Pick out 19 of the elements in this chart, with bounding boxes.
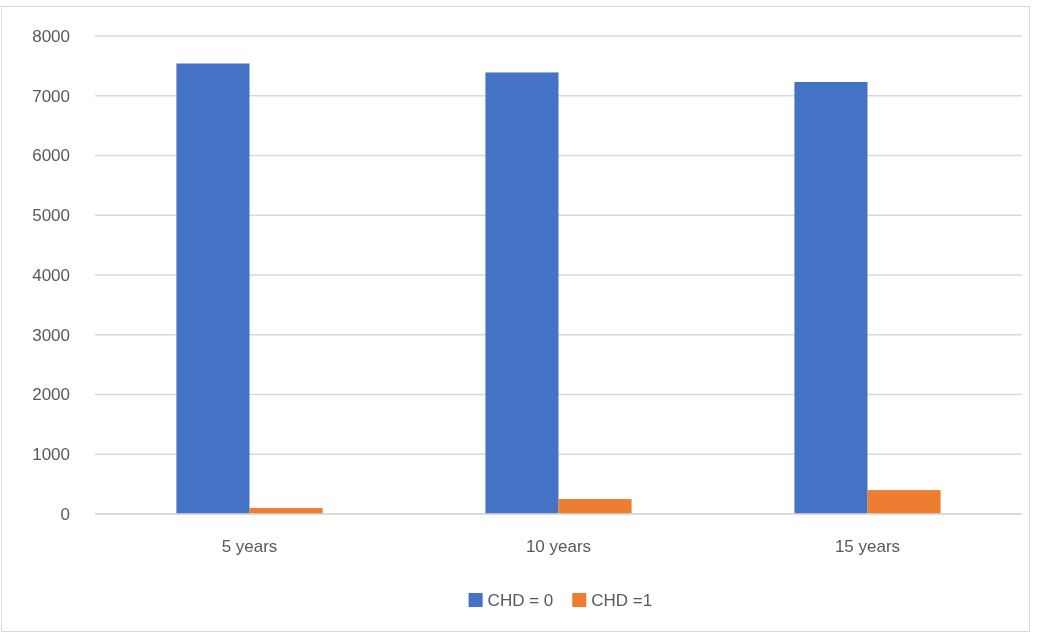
y-tick-label: 6000 xyxy=(32,146,70,166)
y-tick-label: 0 xyxy=(60,504,70,524)
x-tick-label: 15 years xyxy=(834,536,901,556)
y-tick-label: 1000 xyxy=(32,445,70,465)
y-tick-label: 2000 xyxy=(32,385,70,405)
y-tick-label: 3000 xyxy=(32,325,70,345)
legend-label: CHD =1 xyxy=(591,590,653,610)
x-tick-label: 5 years xyxy=(221,536,278,556)
bar xyxy=(558,499,632,514)
y-tick-label: 5000 xyxy=(32,206,70,226)
bar xyxy=(485,72,559,514)
y-tick-label: 7000 xyxy=(32,86,70,106)
x-tick-label: 10 years xyxy=(525,536,592,556)
y-tick-label: 4000 xyxy=(32,265,70,285)
y-tick-label: 8000 xyxy=(32,26,70,46)
bar xyxy=(176,63,250,514)
bar xyxy=(794,82,868,514)
legend-label: CHD = 0 xyxy=(487,590,554,610)
bar xyxy=(867,490,941,514)
